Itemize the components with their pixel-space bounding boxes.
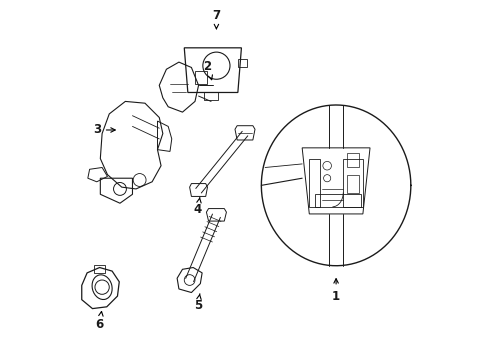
Text: 1: 1 — [332, 279, 340, 303]
Text: 7: 7 — [212, 9, 220, 29]
Text: 5: 5 — [194, 294, 202, 312]
Text: 4: 4 — [194, 197, 202, 216]
Text: 2: 2 — [203, 60, 213, 80]
Text: 6: 6 — [96, 311, 104, 331]
Text: 3: 3 — [93, 123, 115, 136]
